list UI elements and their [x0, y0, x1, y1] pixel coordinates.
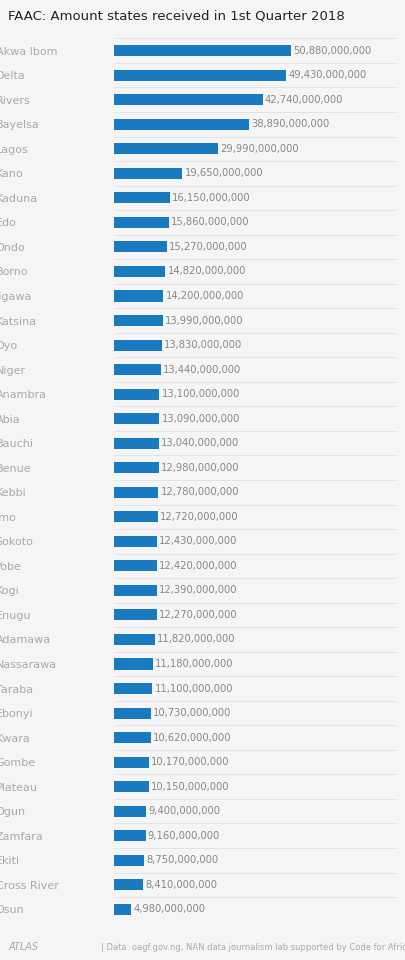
Text: 15,270,000,000: 15,270,000,000 — [169, 242, 247, 252]
Text: 14,200,000,000: 14,200,000,000 — [165, 291, 243, 301]
Bar — [113, 512, 158, 522]
Bar — [113, 830, 145, 841]
Bar — [113, 192, 170, 204]
Bar — [113, 683, 152, 694]
Text: 29,990,000,000: 29,990,000,000 — [220, 144, 298, 154]
Text: 15,860,000,000: 15,860,000,000 — [171, 217, 249, 228]
Text: 11,180,000,000: 11,180,000,000 — [154, 659, 233, 669]
Text: 13,830,000,000: 13,830,000,000 — [164, 340, 242, 350]
Text: 13,090,000,000: 13,090,000,000 — [161, 414, 239, 423]
Text: 10,620,000,000: 10,620,000,000 — [153, 732, 231, 743]
Bar — [113, 536, 157, 547]
Bar — [113, 854, 144, 866]
Text: 12,430,000,000: 12,430,000,000 — [159, 537, 237, 546]
Text: 12,780,000,000: 12,780,000,000 — [160, 488, 238, 497]
Text: 49,430,000,000: 49,430,000,000 — [288, 70, 366, 81]
Bar — [113, 168, 182, 179]
Text: 19,650,000,000: 19,650,000,000 — [184, 168, 262, 179]
Text: | Data: oagf.gov.ng, NAN data journalism lab supported by Code for Africa: | Data: oagf.gov.ng, NAN data journalism… — [101, 944, 405, 952]
Text: 12,980,000,000: 12,980,000,000 — [161, 463, 239, 472]
Text: 13,440,000,000: 13,440,000,000 — [162, 365, 241, 374]
Bar — [113, 217, 168, 228]
Text: 13,040,000,000: 13,040,000,000 — [161, 438, 239, 448]
Text: 42,740,000,000: 42,740,000,000 — [264, 95, 343, 105]
Bar — [113, 389, 159, 399]
Bar — [113, 781, 149, 792]
Text: 13,990,000,000: 13,990,000,000 — [164, 316, 243, 325]
Text: 10,730,000,000: 10,730,000,000 — [153, 708, 231, 718]
Bar — [113, 291, 163, 301]
Text: 12,270,000,000: 12,270,000,000 — [158, 610, 237, 620]
Text: 14,820,000,000: 14,820,000,000 — [167, 267, 245, 276]
Bar — [113, 143, 218, 155]
Bar — [113, 487, 158, 498]
Bar — [113, 266, 165, 277]
Text: 50,880,000,000: 50,880,000,000 — [293, 46, 371, 56]
Text: 11,100,000,000: 11,100,000,000 — [154, 684, 232, 693]
Bar — [113, 462, 159, 473]
Text: 9,400,000,000: 9,400,000,000 — [148, 806, 220, 816]
Bar — [113, 610, 156, 620]
Text: 8,750,000,000: 8,750,000,000 — [146, 855, 218, 865]
Text: FAAC: Amount states received in 1st Quarter 2018: FAAC: Amount states received in 1st Quar… — [8, 10, 344, 23]
Text: 10,170,000,000: 10,170,000,000 — [151, 757, 229, 767]
Text: 8,410,000,000: 8,410,000,000 — [145, 879, 217, 890]
Text: 12,720,000,000: 12,720,000,000 — [160, 512, 238, 522]
Bar — [113, 634, 155, 645]
Text: 9,160,000,000: 9,160,000,000 — [147, 830, 220, 841]
Bar — [113, 413, 159, 424]
Text: 12,390,000,000: 12,390,000,000 — [159, 586, 237, 595]
Bar — [113, 879, 143, 890]
Text: 16,150,000,000: 16,150,000,000 — [172, 193, 250, 203]
Bar — [113, 241, 166, 252]
Bar — [113, 585, 157, 596]
Text: 38,890,000,000: 38,890,000,000 — [251, 119, 329, 130]
Text: 13,100,000,000: 13,100,000,000 — [161, 389, 239, 399]
Bar — [113, 340, 162, 350]
Bar — [113, 438, 159, 448]
Text: ATLAS: ATLAS — [8, 943, 38, 952]
Bar — [113, 708, 151, 719]
Bar — [113, 732, 150, 743]
Bar — [113, 805, 146, 817]
Text: 12,420,000,000: 12,420,000,000 — [159, 561, 237, 571]
Bar — [113, 561, 157, 571]
Bar — [113, 70, 286, 81]
Bar — [113, 659, 152, 669]
Bar — [113, 119, 249, 130]
Bar — [113, 45, 291, 57]
Text: 4,980,000,000: 4,980,000,000 — [133, 904, 205, 914]
Text: 11,820,000,000: 11,820,000,000 — [157, 635, 235, 644]
Bar — [113, 903, 131, 915]
Bar — [113, 756, 149, 768]
Text: 10,150,000,000: 10,150,000,000 — [151, 781, 229, 792]
Bar — [113, 94, 262, 106]
Bar — [113, 315, 162, 326]
Bar — [113, 364, 160, 375]
